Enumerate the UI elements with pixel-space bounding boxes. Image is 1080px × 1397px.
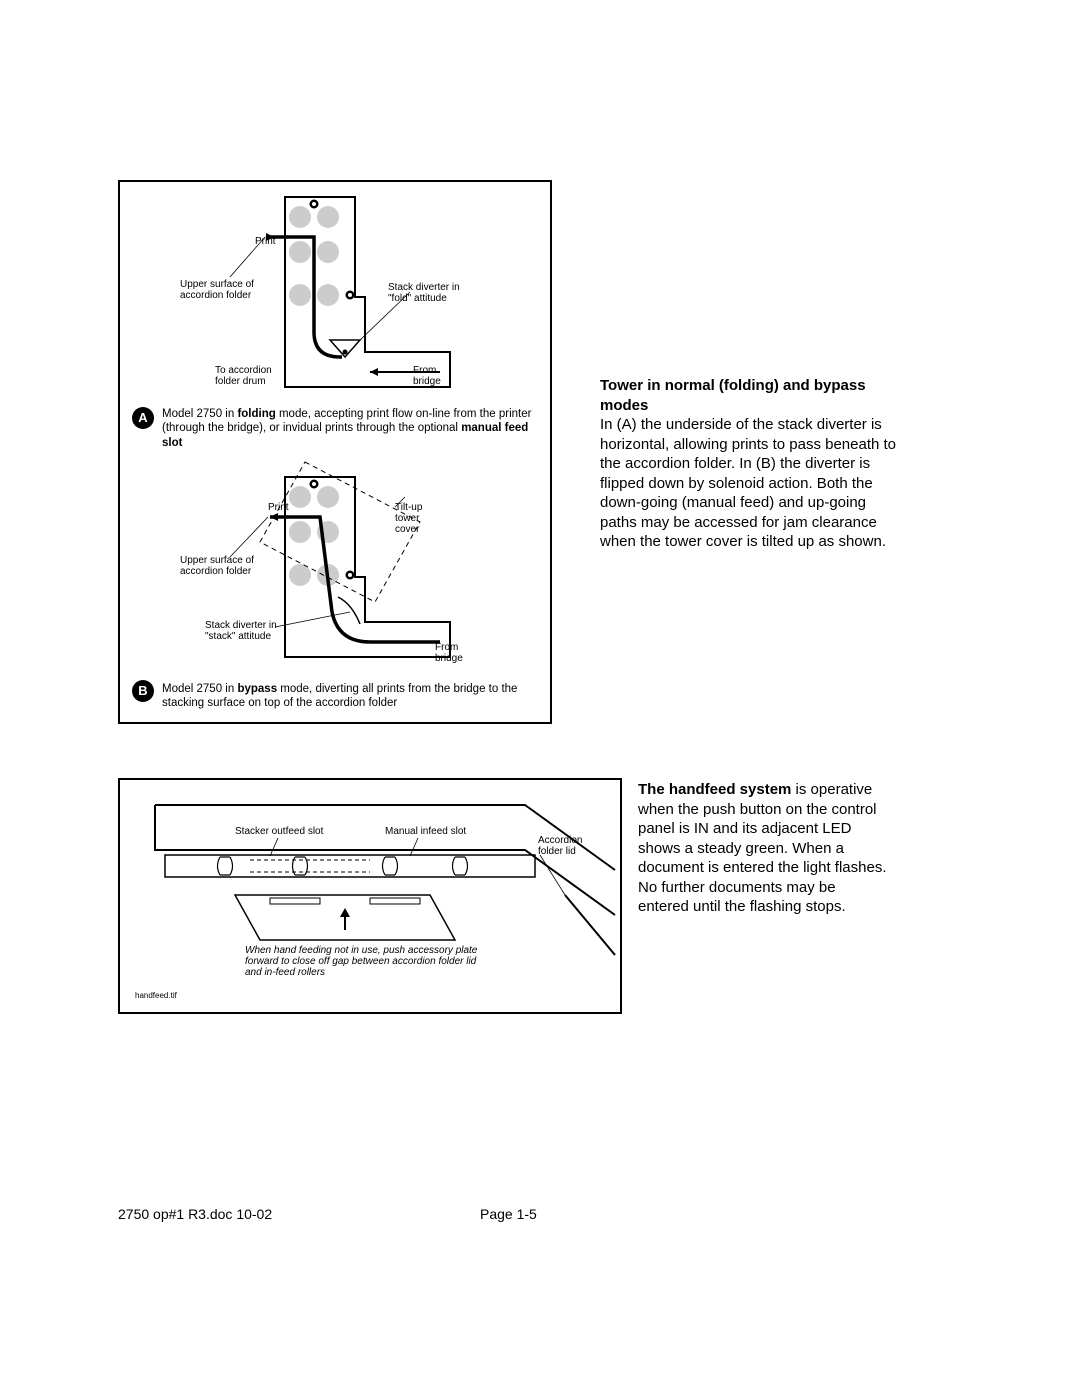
caption-b-pre: Model 2750 in [162, 683, 237, 695]
label-tiltup-b: Tilt-up tower cover [395, 502, 435, 535]
label-stack-diverter-b: Stack diverter in "stack" attitude [205, 620, 285, 642]
label-lid: Accordion folder lid [538, 835, 593, 857]
heading-handfeed: The handfeed system [638, 781, 791, 798]
label-from-bridge-a: From bridge [413, 365, 453, 387]
caption-handfeed: When hand feeding not in use, push acces… [245, 945, 490, 978]
label-print-b: Print [268, 502, 289, 513]
figure-handfeed: Stacker outfeed slot Manual infeed slot … [118, 778, 622, 1014]
label-print-a: Print [255, 236, 276, 247]
label-upper-surface-b: Upper surface of accordion folder [180, 555, 260, 577]
text-tower-modes: Tower in normal (folding) and bypass mod… [600, 376, 900, 552]
caption-b: Model 2750 in bypass mode, diverting all… [162, 682, 532, 711]
label-outfeed: Stacker outfeed slot [235, 826, 323, 837]
label-from-bridge-b: From bridge [435, 642, 475, 664]
caption-a-bold1: folding [237, 408, 275, 420]
footer-center: Page 1-5 [480, 1206, 537, 1222]
heading-tower: Tower in normal (folding) and bypass mod… [600, 377, 866, 414]
footer-left: 2750 op#1 R3.doc 10-02 [118, 1206, 272, 1222]
label-upper-surface-a: Upper surface of accordion folder [180, 279, 260, 301]
label-to-drum-a: To accordion folder drum [215, 365, 280, 387]
caption-b-bold1: bypass [237, 683, 277, 695]
body-handfeed: is operative when the push button on the… [638, 781, 886, 915]
badge-a: A [132, 407, 154, 429]
caption-a-pre: Model 2750 in [162, 408, 237, 420]
body-tower: In (A) the underside of the stack divert… [600, 416, 896, 550]
figure-tower-modes: Print Upper surface of accordion folder … [118, 180, 552, 724]
page: Print Upper surface of accordion folder … [0, 0, 1080, 1397]
label-infeed: Manual infeed slot [385, 826, 466, 837]
text-handfeed: The handfeed system is operative when th… [638, 780, 888, 917]
label-stack-diverter-a: Stack diverter in "fold" attitude [388, 282, 468, 304]
corner-label: handfeed.tif [135, 992, 177, 1001]
caption-a: Model 2750 in folding mode, accepting pr… [162, 407, 532, 450]
badge-b: B [132, 680, 154, 702]
